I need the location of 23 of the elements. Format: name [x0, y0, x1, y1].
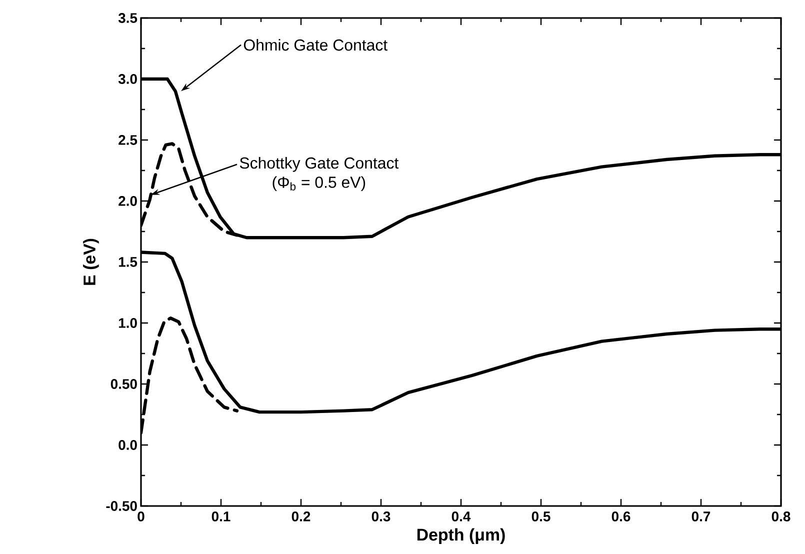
y-tick-label: -0.50	[106, 501, 137, 511]
annotation: Ohmic Gate Contact	[244, 38, 388, 51]
y-tick-label: 0.0	[118, 440, 137, 450]
y-tick-label: 1.5	[118, 257, 138, 267]
x-tick-label: 0.5	[532, 512, 550, 522]
x-tick-label: 0.7	[692, 512, 710, 522]
x-tick-label: 0.1	[212, 512, 230, 522]
y-tick-label: 2.0	[118, 196, 137, 206]
x-axis-title: Depth (μm)	[417, 528, 505, 544]
y-tick-label: 3.5	[118, 13, 138, 23]
y-tick-label: 3.0	[118, 74, 137, 84]
x-tick-label: 0.6	[612, 512, 630, 522]
x-tick-label: 0	[138, 512, 144, 522]
x-tick-label: 0.2	[292, 512, 310, 522]
y-tick-label: 1.0	[118, 318, 137, 328]
y-axis-title: E (eV)	[83, 238, 99, 285]
x-tick-label: 0.3	[372, 512, 390, 522]
annotation: (Φ$_{b}$ = 0.5 eV)	[272, 176, 366, 192]
x-tick-label: 0.8	[772, 512, 790, 522]
x-tick-label: 0.4	[452, 512, 471, 522]
y-tick-label: 2.5	[118, 135, 138, 145]
y-tick-label: 0.50	[110, 379, 137, 389]
annotation: Schottky Gate Contact	[240, 156, 399, 172]
